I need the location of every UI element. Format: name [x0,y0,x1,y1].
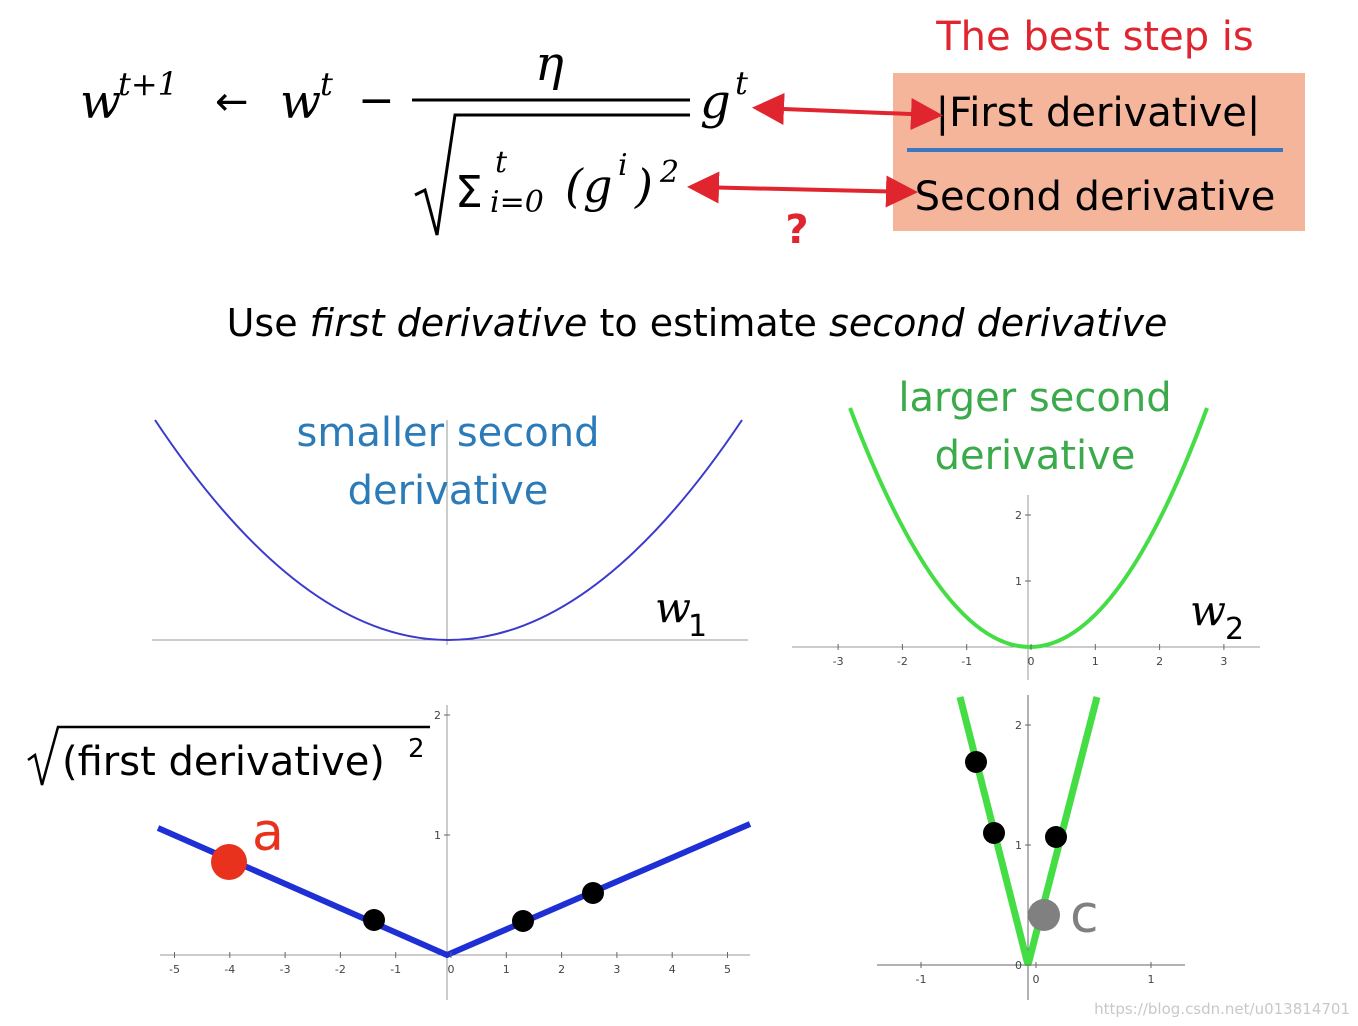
arrow [687,171,918,208]
point [512,910,534,932]
point-label: a [252,803,284,863]
formula-paren: ) [634,159,653,213]
curve [156,821,752,959]
plot-label: larger second [898,375,1171,421]
y-tick-label: 1 [1015,839,1022,852]
subtitle-part: Use [227,301,310,345]
formula-arrow: ← [215,79,249,125]
y-tick-label: 2 [1015,509,1022,522]
y-tick-label: 1 [1015,575,1022,588]
formula-g: g [700,74,731,130]
point [965,751,987,773]
x-tick-label: 0 [1033,973,1040,986]
x-tick-label: 0 [448,963,455,976]
curve [154,419,743,641]
power: 2 [408,734,425,764]
plot-label: smaller second [297,410,600,456]
point [582,882,604,904]
plot-label: derivative [935,433,1136,479]
formula-minus: − [358,75,395,126]
x-tick-label: 4 [669,963,676,976]
x-tick-label: -3 [833,655,844,668]
var: w [655,583,691,632]
formula-sigma: Σ [455,167,483,218]
y-tick-label: 0 [1015,959,1022,972]
formula-w: w [80,74,121,130]
point-label: c [1070,885,1099,945]
x-tick-label: 3 [1220,655,1227,668]
var-sub: 2 [1225,612,1244,647]
formula-sup: 2 [659,155,679,190]
formula-sup: t [495,145,508,180]
formula-w: w [280,74,321,130]
var: w [1190,586,1226,635]
y-tick-label: 2 [434,709,441,722]
watermark: https://blog.csdn.net/u013814701 [1094,1000,1350,1018]
x-tick-label: 1 [1092,655,1099,668]
best-step: The best step is [935,14,1254,60]
subtitle-part: second derivative [829,301,1167,345]
arrow [752,92,943,131]
point [983,822,1005,844]
y-tick-label: 2 [1015,719,1022,732]
formula-sup: t [735,64,748,102]
second-derivative: Second derivative [915,174,1276,220]
curve [848,407,1209,649]
x-tick-label: -5 [169,963,180,976]
x-tick-label: 2 [1156,655,1163,668]
formula-sup: t+1 [118,65,178,103]
subtitle-part: to estimate [587,301,829,345]
x-tick-label: 1 [1148,973,1155,986]
point-a [211,844,247,880]
x-tick-label: -2 [897,655,908,668]
formula-eta: η [535,36,564,92]
first-derivative: |First derivative| [936,90,1261,136]
point [363,909,385,931]
formula-sub: i=0 [490,185,544,220]
subtitle-part: first derivative [310,301,588,345]
subtitle: Use first derivative to estimate second … [227,301,1168,345]
y-tick-label: 1 [434,829,441,842]
radicand: (first derivative) [62,739,385,785]
formula-sup: i [618,148,628,183]
question: ? [785,207,808,253]
formula-sup: t [320,65,333,103]
x-tick-label: 2 [558,963,565,976]
var-sub: 1 [688,609,707,644]
x-tick-label: -1 [961,655,972,668]
x-tick-label: -1 [390,963,401,976]
x-tick-label: -2 [335,963,346,976]
x-tick-label: -3 [280,963,291,976]
formula-paren: (g [565,159,612,213]
radical [414,113,690,236]
x-tick-label: 5 [724,963,731,976]
radical [27,725,430,786]
x-tick-label: 1 [503,963,510,976]
x-tick-label: -4 [224,963,235,976]
plot-label: derivative [348,468,549,514]
x-tick-label: 3 [613,963,620,976]
point [1045,826,1067,848]
x-tick-label: 0 [1028,655,1035,668]
point-c [1028,899,1060,931]
x-tick-label: -1 [916,973,927,986]
